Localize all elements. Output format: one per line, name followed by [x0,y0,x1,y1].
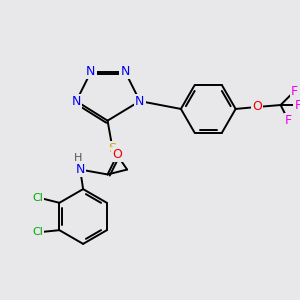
Text: N: N [86,65,96,78]
Text: O: O [252,100,262,113]
Text: S: S [108,142,116,154]
Text: Cl: Cl [32,227,43,237]
Text: F: F [285,114,292,127]
Text: F: F [291,85,298,98]
Text: N: N [135,94,145,108]
Text: N: N [121,65,130,78]
Text: O: O [112,148,122,161]
Text: N: N [76,163,85,176]
Text: H: H [74,153,82,163]
Text: N: N [72,94,81,108]
Text: F: F [295,98,300,112]
Text: Cl: Cl [32,193,43,203]
